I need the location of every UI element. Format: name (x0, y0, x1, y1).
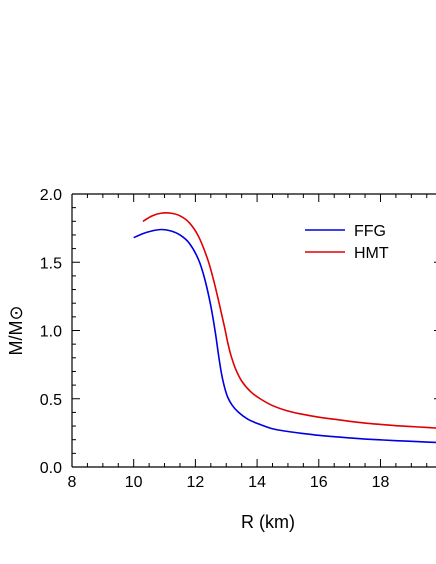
x-tick-label: 14 (248, 474, 266, 491)
legend-label-ffg: FFG (354, 223, 386, 240)
x-tick-label: 10 (125, 474, 143, 491)
x-axis-label: R (km) (241, 512, 295, 532)
series-line-hmt (142, 211, 436, 429)
chart-ticks: 8 10 12 14 16 18 0.0 0.5 1.0 1.5 2.0 (40, 187, 436, 491)
x-tick-label: 16 (310, 474, 328, 491)
legend-label-hmt: HMT (354, 245, 389, 262)
y-tick-label: 1.5 (40, 255, 62, 272)
y-tick-label: 2.0 (40, 187, 62, 204)
x-tick-label: 18 (372, 474, 390, 491)
x-tick-label: 8 (68, 474, 77, 491)
series-line-ffg (133, 228, 436, 444)
x-tick-label: 12 (186, 474, 204, 491)
legend: FFG HMT (305, 223, 389, 262)
y-tick-label: 1.0 (40, 324, 62, 341)
y-axis-label: M/M⊙ (6, 305, 26, 355)
y-tick-label: 0.0 (40, 460, 62, 477)
chart-marks (133, 211, 436, 444)
y-tick-label: 0.5 (40, 392, 62, 409)
